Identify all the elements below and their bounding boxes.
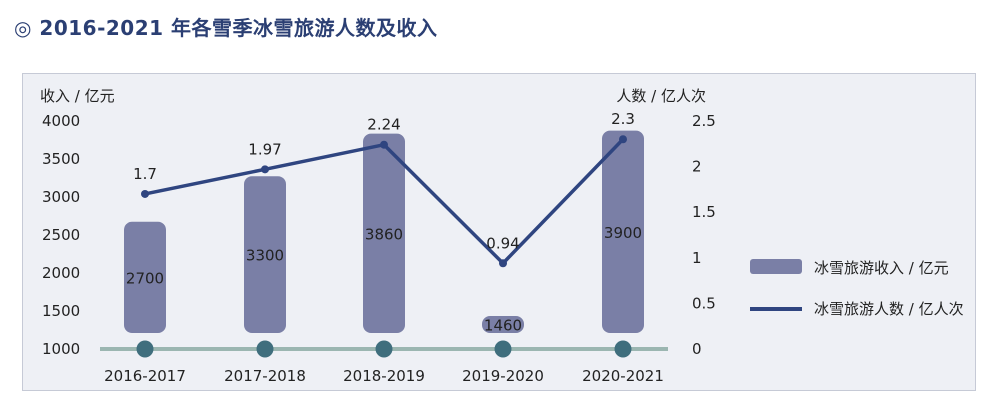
line-point (380, 140, 388, 149)
left-axis-label: 收入 / 亿元 (40, 87, 115, 105)
x-tick-label: 2020-2021 (582, 367, 664, 385)
left-tick-label: 2500 (42, 226, 80, 244)
bar-value-label: 1460 (484, 317, 522, 335)
line-point (141, 189, 149, 198)
right-axis-label: 人数 / 亿人次 (616, 87, 706, 105)
bar (482, 316, 524, 333)
bar-value-label: 2700 (126, 269, 164, 287)
bar (363, 133, 405, 333)
left-tick-label: 4000 (42, 112, 80, 130)
x-axis-marker (494, 340, 512, 358)
left-tick-label: 2000 (42, 264, 80, 282)
right-tick-label: 0.5 (692, 294, 716, 312)
left-tick-label: 1500 (42, 302, 80, 320)
line-value-label: 2.3 (611, 110, 635, 128)
x-axis-marker (614, 340, 632, 358)
x-tick-label: 2018-2019 (343, 367, 425, 385)
x-axis-labels: 2016-2017 2017-2018 2018-2019 2019-2020 2020… (104, 367, 664, 385)
line-value-label: 1.7 (133, 165, 157, 183)
line-value-label: 2.24 (367, 116, 400, 134)
right-axis: 2.5 2 1.5 1 0.5 0 (692, 112, 716, 358)
chart-panel (22, 73, 976, 391)
bar (244, 176, 286, 333)
line-value-label: 1.97 (248, 140, 281, 158)
bar (124, 221, 166, 333)
right-tick-label: 1 (692, 249, 702, 267)
bar-value-label: 3860 (365, 225, 403, 243)
x-axis (100, 340, 668, 358)
bar (602, 130, 644, 333)
left-tick-label: 1000 (42, 340, 80, 358)
line-value-label: 0.94 (486, 234, 519, 252)
line-point (261, 165, 269, 174)
left-tick-label: 3000 (42, 188, 80, 206)
x-tick-label: 2019-2020 (462, 367, 544, 385)
x-axis-marker (375, 340, 393, 358)
line-point (499, 259, 507, 268)
x-tick-label: 2017-2018 (224, 367, 306, 385)
line-point (619, 135, 627, 144)
page-title: ◎ 2016-2021 年各雪季冰雪旅游人数及收入 (14, 16, 438, 40)
x-axis-marker (256, 340, 274, 358)
left-tick-label: 3500 (42, 150, 80, 168)
x-tick-label: 2016-2017 (104, 367, 186, 385)
bar-series: 2700 3300 3860 1460 3900 (124, 130, 644, 335)
legend-label-bar: 冰雪旅游收入 / 亿元 (814, 259, 949, 277)
right-tick-label: 0 (692, 340, 702, 358)
left-axis: 4000 3500 3000 2500 2000 1500 1000 (42, 112, 80, 358)
x-axis-marker (136, 340, 154, 358)
bar-value-label: 3900 (604, 224, 642, 242)
legend-swatch-bar (750, 259, 802, 274)
legend-label-line: 冰雪旅游人数 / 亿人次 (814, 300, 964, 318)
bar-value-label: 3300 (246, 247, 284, 265)
right-tick-label: 2 (692, 158, 702, 176)
right-tick-label: 1.5 (692, 203, 716, 221)
line-series: 1.7 1.97 2.24 0.94 2.3 (133, 110, 635, 268)
right-tick-label: 2.5 (692, 112, 716, 130)
